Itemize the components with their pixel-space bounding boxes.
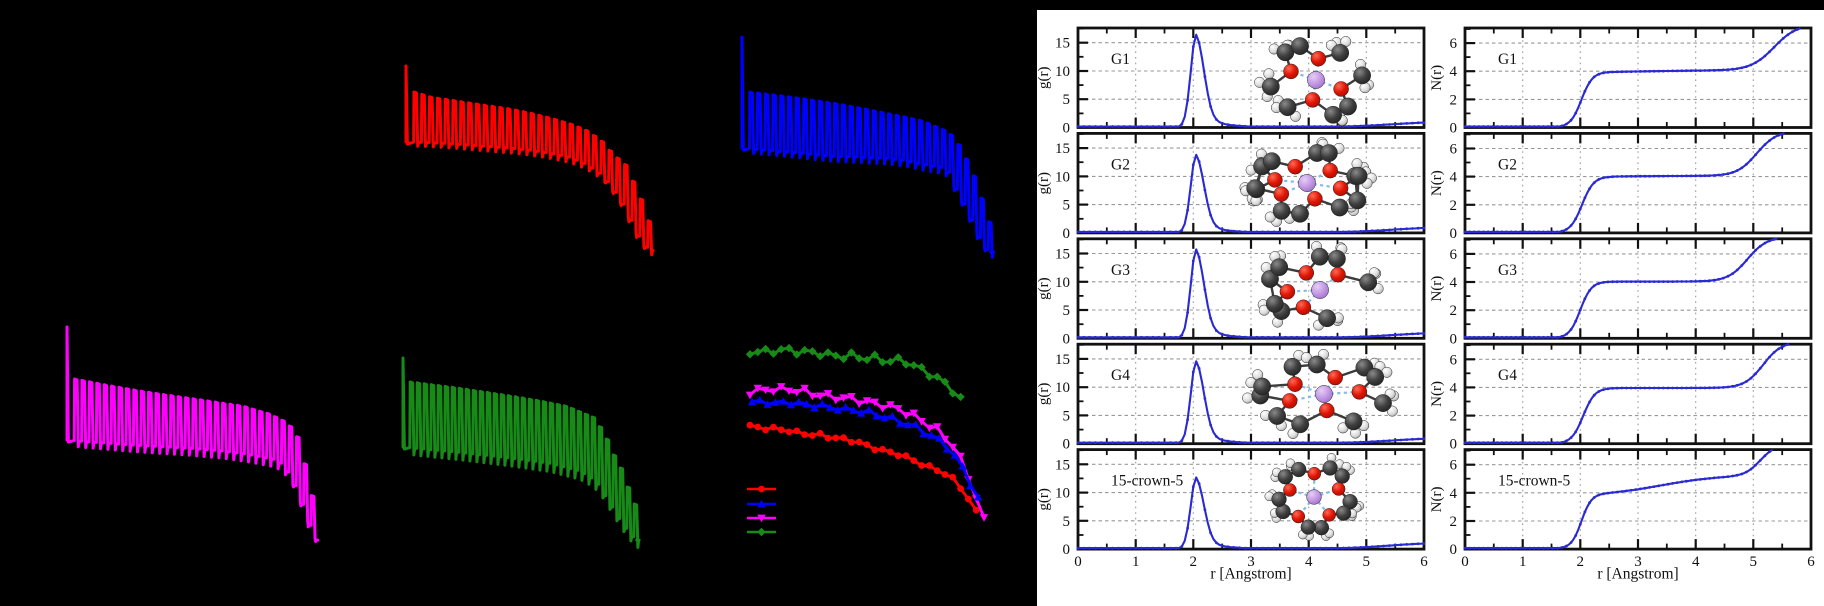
svg-text:15: 15	[1055, 247, 1070, 263]
svg-text:0: 0	[1461, 554, 1469, 570]
svg-text:15-crown-5: 15-crown-5	[1111, 473, 1184, 490]
svg-text:10: 10	[1055, 64, 1070, 80]
svg-text:15: 15	[1055, 352, 1070, 368]
svg-text:0: 0	[1450, 437, 1458, 453]
svg-text:G1: G1	[1498, 51, 1517, 68]
svg-text:5: 5	[1363, 554, 1371, 570]
svg-text:N(r): N(r)	[1429, 276, 1445, 302]
svg-text:2: 2	[1577, 554, 1585, 570]
svg-text:2: 2	[1450, 92, 1458, 108]
svg-text:4: 4	[1450, 380, 1458, 396]
svg-text:0: 0	[1063, 121, 1071, 137]
svg-text:2: 2	[1450, 198, 1458, 214]
svg-text:4: 4	[1450, 64, 1458, 80]
svg-text:15-crown-5: 15-crown-5	[1498, 473, 1571, 490]
svg-text:6: 6	[1450, 247, 1458, 263]
svg-text:g(r): g(r)	[1036, 383, 1052, 406]
svg-text:G3: G3	[1498, 262, 1517, 279]
svg-text:N(r): N(r)	[1429, 170, 1445, 196]
svg-text:r [Angstrom]: r [Angstrom]	[1210, 566, 1291, 583]
svg-text:G2: G2	[1111, 156, 1130, 173]
svg-text:1: 1	[1132, 554, 1140, 570]
svg-text:0: 0	[1063, 542, 1071, 558]
svg-text:2: 2	[1450, 303, 1458, 319]
svg-text:0: 0	[1063, 331, 1071, 347]
svg-text:6: 6	[1450, 352, 1458, 368]
svg-text:6: 6	[1450, 36, 1458, 52]
svg-text:g(r): g(r)	[1036, 172, 1052, 195]
svg-text:G4: G4	[1111, 367, 1130, 384]
svg-text:5: 5	[1063, 514, 1071, 530]
svg-text:4: 4	[1450, 486, 1458, 502]
svg-text:0: 0	[1450, 121, 1458, 137]
svg-text:r [Angstrom]: r [Angstrom]	[1597, 566, 1678, 583]
svg-text:0: 0	[1063, 437, 1071, 453]
svg-text:5: 5	[1063, 408, 1071, 424]
svg-text:4: 4	[1450, 275, 1458, 291]
svg-text:6: 6	[1450, 142, 1458, 158]
svg-text:N(r): N(r)	[1429, 486, 1445, 512]
svg-text:G2: G2	[1498, 156, 1517, 173]
svg-text:2: 2	[1190, 554, 1198, 570]
svg-text:5: 5	[1063, 92, 1071, 108]
svg-text:5: 5	[1750, 554, 1758, 570]
svg-text:2: 2	[1450, 409, 1458, 425]
svg-text:0: 0	[1450, 331, 1458, 347]
svg-text:6: 6	[1807, 554, 1815, 570]
svg-text:6: 6	[1420, 554, 1428, 570]
svg-text:3: 3	[1634, 554, 1642, 570]
svg-text:N(r): N(r)	[1429, 65, 1445, 91]
svg-text:10: 10	[1055, 380, 1070, 396]
svg-text:15: 15	[1055, 457, 1070, 473]
svg-text:G4: G4	[1498, 367, 1517, 384]
svg-text:15: 15	[1055, 36, 1070, 52]
svg-text:2: 2	[1450, 514, 1458, 530]
svg-text:5: 5	[1063, 198, 1071, 214]
svg-text:G3: G3	[1111, 262, 1130, 279]
svg-text:G1: G1	[1111, 51, 1130, 68]
svg-text:0: 0	[1063, 226, 1071, 242]
svg-text:4: 4	[1450, 170, 1458, 186]
svg-text:6: 6	[1450, 458, 1458, 474]
svg-text:3: 3	[1247, 554, 1255, 570]
svg-text:4: 4	[1305, 554, 1313, 570]
svg-text:10: 10	[1055, 486, 1070, 502]
svg-text:N(r): N(r)	[1429, 381, 1445, 407]
svg-text:4: 4	[1692, 554, 1700, 570]
svg-text:0: 0	[1450, 542, 1458, 558]
svg-text:5: 5	[1063, 303, 1071, 319]
svg-text:g(r): g(r)	[1036, 277, 1052, 300]
svg-text:10: 10	[1055, 275, 1070, 291]
svg-text:g(r): g(r)	[1036, 67, 1052, 90]
svg-text:15: 15	[1055, 141, 1070, 157]
svg-text:g(r): g(r)	[1036, 488, 1052, 511]
svg-text:0: 0	[1074, 554, 1082, 570]
svg-text:1: 1	[1519, 554, 1527, 570]
svg-text:0: 0	[1450, 226, 1458, 242]
svg-text:10: 10	[1055, 169, 1070, 185]
